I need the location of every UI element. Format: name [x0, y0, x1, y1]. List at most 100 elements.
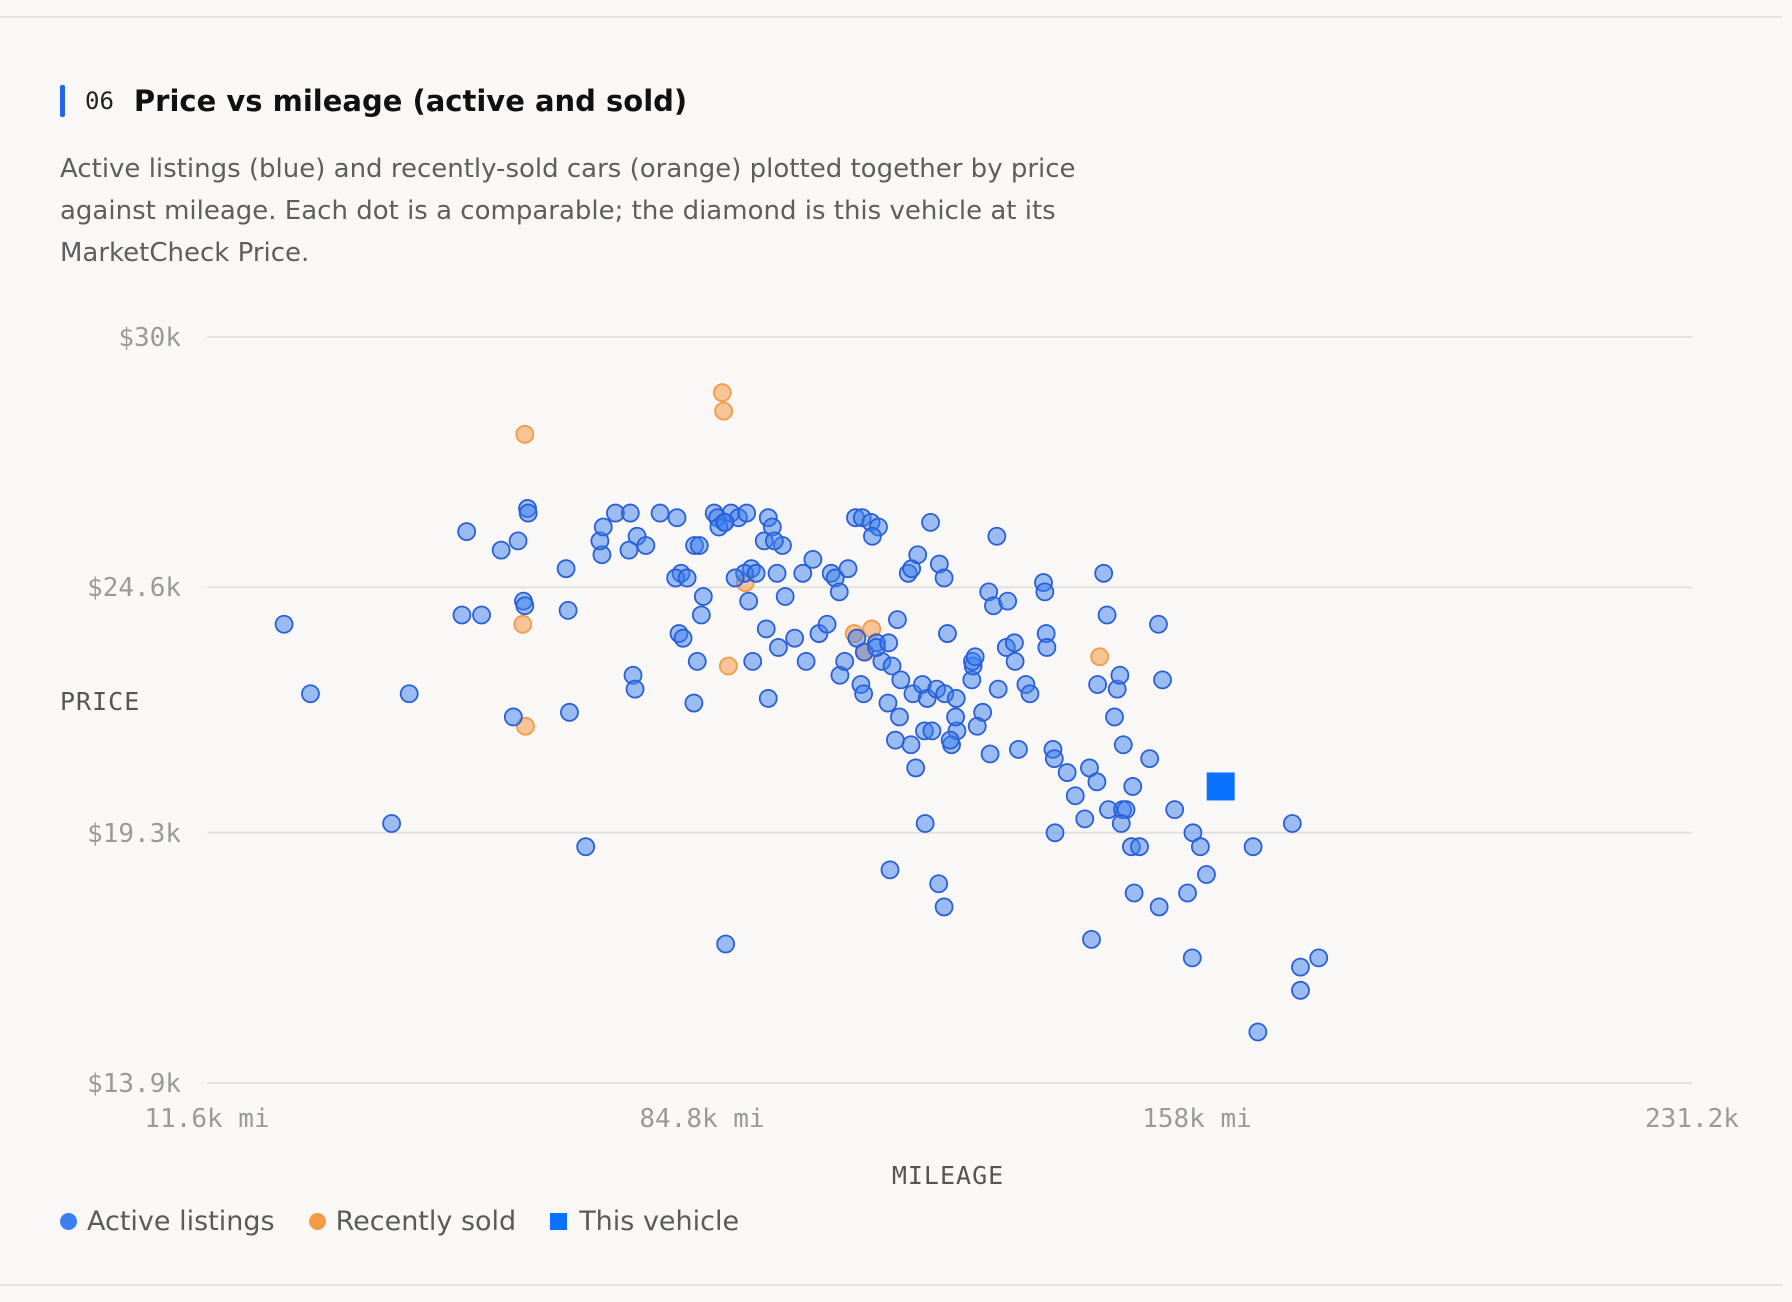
active-point — [803, 550, 823, 569]
active-point — [838, 559, 858, 579]
active-point — [508, 531, 528, 551]
active-point — [689, 536, 709, 555]
legend-sold-dot — [308, 1213, 326, 1230]
this-vehicle-marker — [1206, 772, 1235, 801]
active-point — [817, 614, 837, 634]
active-point — [667, 508, 687, 528]
sold-point — [513, 614, 533, 634]
active-point — [677, 568, 697, 588]
active-point — [491, 540, 511, 560]
active-point — [878, 693, 898, 713]
active-point — [1075, 809, 1095, 829]
active-point — [1140, 749, 1160, 769]
active-point — [1082, 929, 1101, 949]
active-point — [1291, 980, 1310, 1000]
active-point — [829, 582, 849, 602]
active-point — [1130, 837, 1149, 857]
active-point — [593, 517, 613, 537]
active-point — [1111, 814, 1131, 833]
active-point — [737, 503, 757, 523]
active-point — [1178, 883, 1197, 903]
active-point — [934, 897, 954, 917]
active-point — [934, 568, 954, 588]
active-point — [1197, 865, 1216, 884]
active-point — [739, 591, 759, 611]
y-axis-title: PRICE — [60, 687, 140, 716]
active-point — [650, 503, 670, 523]
active-point — [980, 744, 1000, 764]
active-point — [1248, 1022, 1268, 1042]
active-point — [1065, 786, 1085, 806]
active-point — [1005, 651, 1025, 671]
y-tick-label: $30k — [118, 323, 181, 353]
section-accent-bar — [60, 85, 65, 117]
active-point — [796, 651, 816, 671]
active-point — [938, 624, 957, 643]
active-point — [1149, 614, 1168, 634]
active-point — [620, 503, 640, 523]
active-point — [879, 633, 899, 653]
y-tick-label: $19.3k — [87, 819, 181, 849]
x-tick-label: 84.8k mi — [639, 1104, 764, 1134]
chart-legend: Active listings Recently sold This vehic… — [60, 1206, 773, 1237]
active-point — [767, 563, 787, 583]
active-point — [691, 605, 711, 625]
active-point — [1309, 948, 1329, 968]
sold-point — [714, 401, 734, 421]
active-point — [922, 721, 942, 741]
sold-point — [718, 656, 738, 676]
x-tick-label: 11.6k mi — [144, 1104, 269, 1134]
sold-point — [1090, 647, 1110, 667]
active-point — [758, 689, 778, 708]
active-point — [673, 628, 693, 648]
section-description: Active listings (blue) and recently-sold… — [60, 154, 1076, 268]
y-tick-label: $13.9k — [87, 1069, 181, 1099]
active-point — [946, 689, 966, 708]
active-point — [1009, 739, 1028, 759]
active-point — [882, 656, 902, 676]
active-point — [1020, 684, 1040, 704]
active-point — [746, 563, 766, 583]
active-point — [929, 874, 949, 894]
bottom-divider — [0, 1284, 1782, 1286]
active-point — [965, 647, 985, 667]
active-point — [1291, 957, 1310, 977]
active-point — [503, 707, 523, 727]
active-point — [1123, 777, 1143, 796]
x-axis-ticks: 11.6k mi 84.8k mi 158k mi 231.2k — [144, 1104, 1739, 1134]
active-point — [1037, 638, 1057, 657]
legend-item-sold: Recently sold — [308, 1206, 517, 1237]
data-points — [274, 383, 1329, 1042]
active-point — [687, 651, 707, 671]
active-point — [1094, 563, 1114, 583]
active-point — [457, 522, 477, 542]
active-point — [756, 619, 776, 639]
active-point — [725, 568, 745, 588]
active-point — [946, 707, 965, 727]
active-point — [863, 526, 882, 546]
active-point — [452, 605, 472, 625]
active-point — [1113, 735, 1133, 755]
x-tick-label: 158k mi — [1142, 1104, 1252, 1134]
active-point — [399, 684, 419, 704]
active-point — [793, 563, 813, 583]
active-point — [915, 814, 935, 833]
active-point — [1149, 897, 1169, 917]
active-point — [891, 670, 911, 690]
legend-sold-label: Recently sold — [335, 1206, 517, 1237]
active-point — [1124, 883, 1144, 903]
active-point — [908, 545, 928, 565]
active-point — [1165, 800, 1185, 820]
active-point — [515, 596, 535, 616]
legend-vehicle-square — [550, 1213, 568, 1230]
active-point — [556, 559, 576, 579]
section-number: 06 — [85, 87, 114, 115]
section-title: Price vs mileage (active and sold) — [133, 84, 688, 118]
y-tick-label: $24.6k — [87, 573, 181, 603]
x-tick-label: 231.2k — [1645, 1104, 1739, 1134]
active-point — [886, 730, 905, 750]
sold-point — [515, 424, 535, 444]
active-point — [775, 587, 795, 606]
active-point — [693, 587, 713, 606]
